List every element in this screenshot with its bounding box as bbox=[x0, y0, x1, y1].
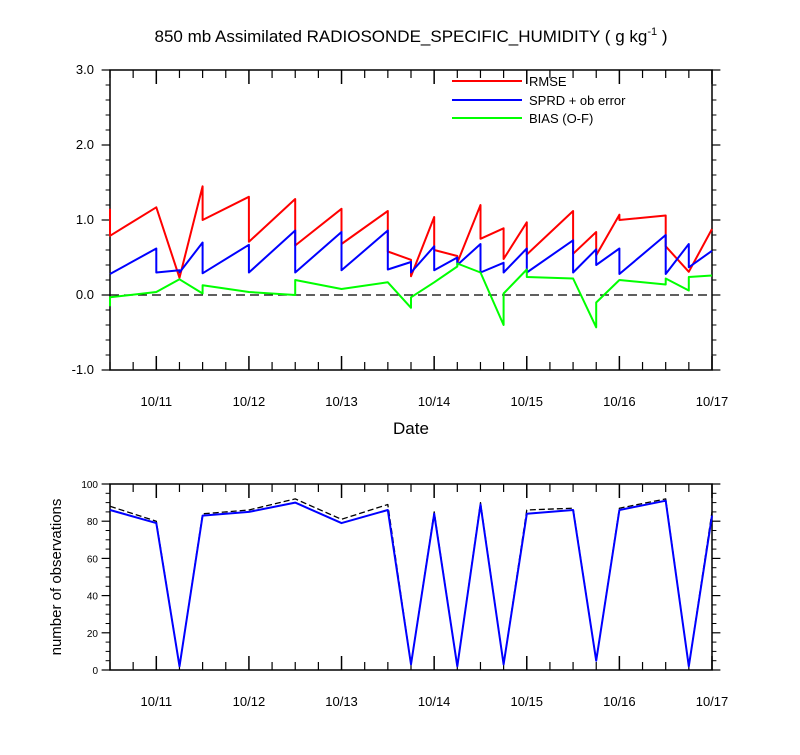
x-tick-label: 10/12 bbox=[233, 394, 266, 409]
x-tick-label: 10/13 bbox=[325, 394, 358, 409]
top-chart: 10/11 10/12 10/13 10/14 10/15 10/16 10/17 -1.0 0… bbox=[72, 62, 729, 438]
series-line-observations-2 bbox=[109, 499, 713, 668]
y-tick-label: 3.0 bbox=[76, 62, 94, 77]
y-tick-label: 1.0 bbox=[76, 212, 94, 227]
bottom-chart: 10/11 10/12 10/13 10/14 10/15 10/16 10/17 0 20 40… bbox=[48, 480, 728, 709]
x-tick-label: 10/16 bbox=[603, 394, 636, 409]
chart-title: 850 mb Assimilated RADIOSONDE_SPECIFIC_H… bbox=[155, 26, 668, 46]
series-line-bias-o-f bbox=[109, 262, 713, 329]
x-tick-label: 10/13 bbox=[325, 694, 358, 709]
top-series-lines bbox=[109, 185, 713, 329]
bottom-ticks: 10/11 10/12 10/13 10/14 10/15 10/16 10/17 0 20 40… bbox=[81, 480, 728, 709]
x-tick-label: 10/15 bbox=[510, 394, 543, 409]
x-tick-label: 10/15 bbox=[510, 694, 543, 709]
x-tick-label: 10/14 bbox=[418, 694, 451, 709]
y-tick-label: 0 bbox=[92, 666, 98, 677]
legend: RMSE SPRD + ob error BIAS (O-F) bbox=[452, 74, 626, 126]
series-line-sprd-ob-error bbox=[109, 229, 713, 275]
x-tick-label: 10/12 bbox=[233, 694, 266, 709]
x-tick-label: 10/16 bbox=[603, 694, 636, 709]
legend-label-sprd: SPRD + ob error bbox=[529, 93, 626, 108]
chart-title-end: ) bbox=[657, 27, 667, 46]
y-tick-label: 80 bbox=[87, 517, 99, 528]
y-tick-label: 20 bbox=[87, 629, 99, 640]
x-tick-label: 10/11 bbox=[141, 394, 173, 409]
top-ticks: 10/11 10/12 10/13 10/14 10/15 10/16 10/17 -1.0 0… bbox=[72, 62, 729, 409]
x-tick-label: 10/11 bbox=[141, 694, 173, 709]
x-axis-title: Date bbox=[393, 419, 429, 438]
x-tick-label: 10/14 bbox=[418, 394, 451, 409]
legend-label-rmse: RMSE bbox=[529, 74, 567, 89]
y-tick-label: 40 bbox=[87, 592, 99, 603]
bottom-series-lines bbox=[109, 498, 713, 668]
bottom-plot-frame bbox=[109, 483, 713, 671]
y-tick-label: 60 bbox=[87, 554, 99, 565]
y-tick-label: 0.0 bbox=[76, 287, 94, 302]
y-tick-label: 2.0 bbox=[76, 137, 94, 152]
x-tick-label: 10/17 bbox=[696, 394, 729, 409]
chart-title-main: 850 mb Assimilated RADIOSONDE_SPECIFIC_H… bbox=[155, 27, 648, 46]
series-line-rmse bbox=[109, 185, 713, 279]
legend-label-bias: BIAS (O-F) bbox=[529, 111, 593, 126]
y-axis-title-observations: number of observations bbox=[48, 499, 65, 656]
y-tick-label: -1.0 bbox=[72, 362, 94, 377]
y-tick-label: 100 bbox=[81, 480, 98, 491]
x-tick-label: 10/17 bbox=[696, 694, 729, 709]
chart-title-superscript: -1 bbox=[647, 26, 657, 38]
